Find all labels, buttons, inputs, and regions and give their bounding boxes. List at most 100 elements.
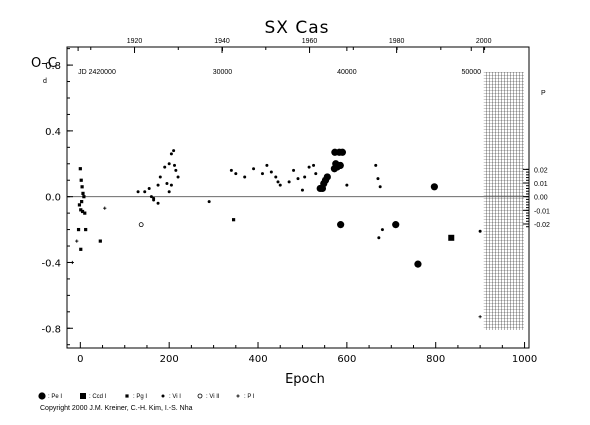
data-point-pg-i [82, 195, 86, 199]
data-point-vi-i [374, 163, 378, 167]
data-point-pg-i [80, 209, 85, 214]
x-tick-label: 400 [248, 354, 267, 365]
data-point-pg-i [77, 203, 82, 207]
legend-label: : Vi II [206, 394, 220, 400]
chart-title: SX Cas [265, 18, 330, 38]
data-point-pg-i [79, 247, 83, 251]
data-point-vi-i [243, 175, 247, 179]
data-point-pg-i [83, 211, 87, 215]
data-point-vi-i [207, 200, 211, 204]
data-point-vi-i [234, 172, 238, 176]
data-point-pg-i [84, 227, 88, 232]
year-tick-label: 1980 [389, 38, 405, 45]
data-point-vi-i [278, 183, 282, 187]
data-point-vi-i [158, 175, 162, 179]
data-point-vi-i [147, 186, 151, 190]
y-tick-label: 0.4 [45, 127, 61, 138]
data-point-pe-i [316, 184, 324, 193]
data-point-vi-i [300, 188, 304, 192]
jd-tick-label: 40000 [337, 69, 357, 76]
data-point-vi-i [172, 149, 176, 153]
data-point-vi-i [269, 170, 273, 174]
legend-symbol [38, 392, 46, 400]
data-point-p-i [75, 239, 79, 243]
data-point-pe-i [336, 161, 344, 170]
data-point-vi-i [149, 195, 153, 199]
data-point-vi-i [307, 165, 311, 169]
legend-label: : Ccd I [89, 394, 107, 400]
y-tick-label: -0.8 [41, 324, 61, 335]
data-point-vi-i [252, 167, 256, 171]
year-tick-label: 1960 [302, 38, 318, 45]
jd-tick-label: JD 2420000 [78, 69, 116, 76]
y-tick-label: 0.0 [45, 193, 61, 204]
data-point-vi-i [176, 175, 180, 179]
legend-symbol [80, 393, 86, 399]
legend-symbol [161, 394, 165, 398]
data-point-pg-i [79, 208, 83, 212]
data-point-vi-i [287, 180, 291, 184]
plot-frame [66, 46, 530, 349]
jd-tick-label: 30000 [213, 69, 233, 76]
data-point-vi-i [276, 180, 280, 184]
data-point-pg-i [79, 178, 83, 182]
data-point-vi-i [156, 183, 160, 187]
data-point-pg-i [78, 167, 82, 171]
data-point-vi-i [167, 190, 171, 194]
jd-tick-label: 50000 [462, 69, 482, 76]
data-point-pe-i [338, 148, 347, 156]
data-point-vi-i [152, 196, 156, 200]
right-tick-label: 0.01 [534, 181, 548, 188]
data-point-vi-i [136, 190, 140, 194]
data-point-vi-i [377, 236, 381, 240]
y-axis-label: O–C [31, 56, 57, 71]
data-point-pg-i [231, 218, 236, 222]
data-point-p-i [70, 260, 74, 265]
x-tick-label: 600 [337, 354, 356, 365]
data-point-pg-i [98, 239, 102, 243]
legend-label: : Pg I [133, 394, 147, 400]
data-point-vi-i [376, 177, 380, 181]
legend-symbol [197, 393, 203, 399]
x-tick-label: 1000 [512, 354, 537, 365]
year-tick-label: 1920 [127, 38, 143, 45]
data-point-p-i [103, 206, 107, 210]
data-point-vi-i [478, 229, 482, 233]
hatched-region [483, 72, 524, 330]
right-axis-unit: P [541, 90, 546, 97]
x-axis-label: Epoch [285, 372, 325, 387]
x-tick-label: 0 [77, 354, 83, 365]
data-point-pg-i [76, 227, 81, 232]
data-point-pe-i [430, 183, 438, 191]
data-point-vi-i [174, 168, 178, 172]
data-point-vi-i [156, 201, 160, 205]
data-point-vi-i [312, 163, 316, 167]
data-point-vi-i [165, 182, 169, 186]
y-tick-label: 0.8 [45, 61, 61, 72]
data-point-vi-i [378, 185, 382, 189]
data-point-vi-i [345, 183, 349, 187]
right-tick-label: -0.02 [534, 222, 550, 229]
data-point-vi-ii [138, 222, 144, 228]
data-point-vi-i [143, 190, 147, 194]
x-tick-label: 200 [160, 354, 179, 365]
legend-symbol [236, 394, 240, 398]
data-point-pg-i [80, 200, 84, 204]
data-point-pe-i [323, 173, 331, 181]
y-axis-unit: d [43, 78, 47, 85]
data-point-vi-i [169, 183, 173, 187]
right-tick-label: 0.00 [534, 195, 548, 202]
data-point-vi-i [167, 162, 171, 166]
data-point-vi-i [274, 175, 278, 179]
year-tick-label: 2000 [476, 38, 492, 45]
legend-label: : Pe I [48, 394, 62, 400]
legend-label: : Vi I [169, 394, 181, 400]
data-point-ccd-i [448, 234, 455, 241]
data-point-vi-i [303, 175, 307, 179]
data-point-vi-i [169, 152, 173, 156]
data-point-p-i [478, 315, 482, 319]
data-point-vi-i [292, 168, 296, 172]
data-point-pe-i [414, 260, 422, 268]
data-point-pe-i [392, 221, 400, 229]
right-tick-label: -0.01 [534, 208, 550, 215]
